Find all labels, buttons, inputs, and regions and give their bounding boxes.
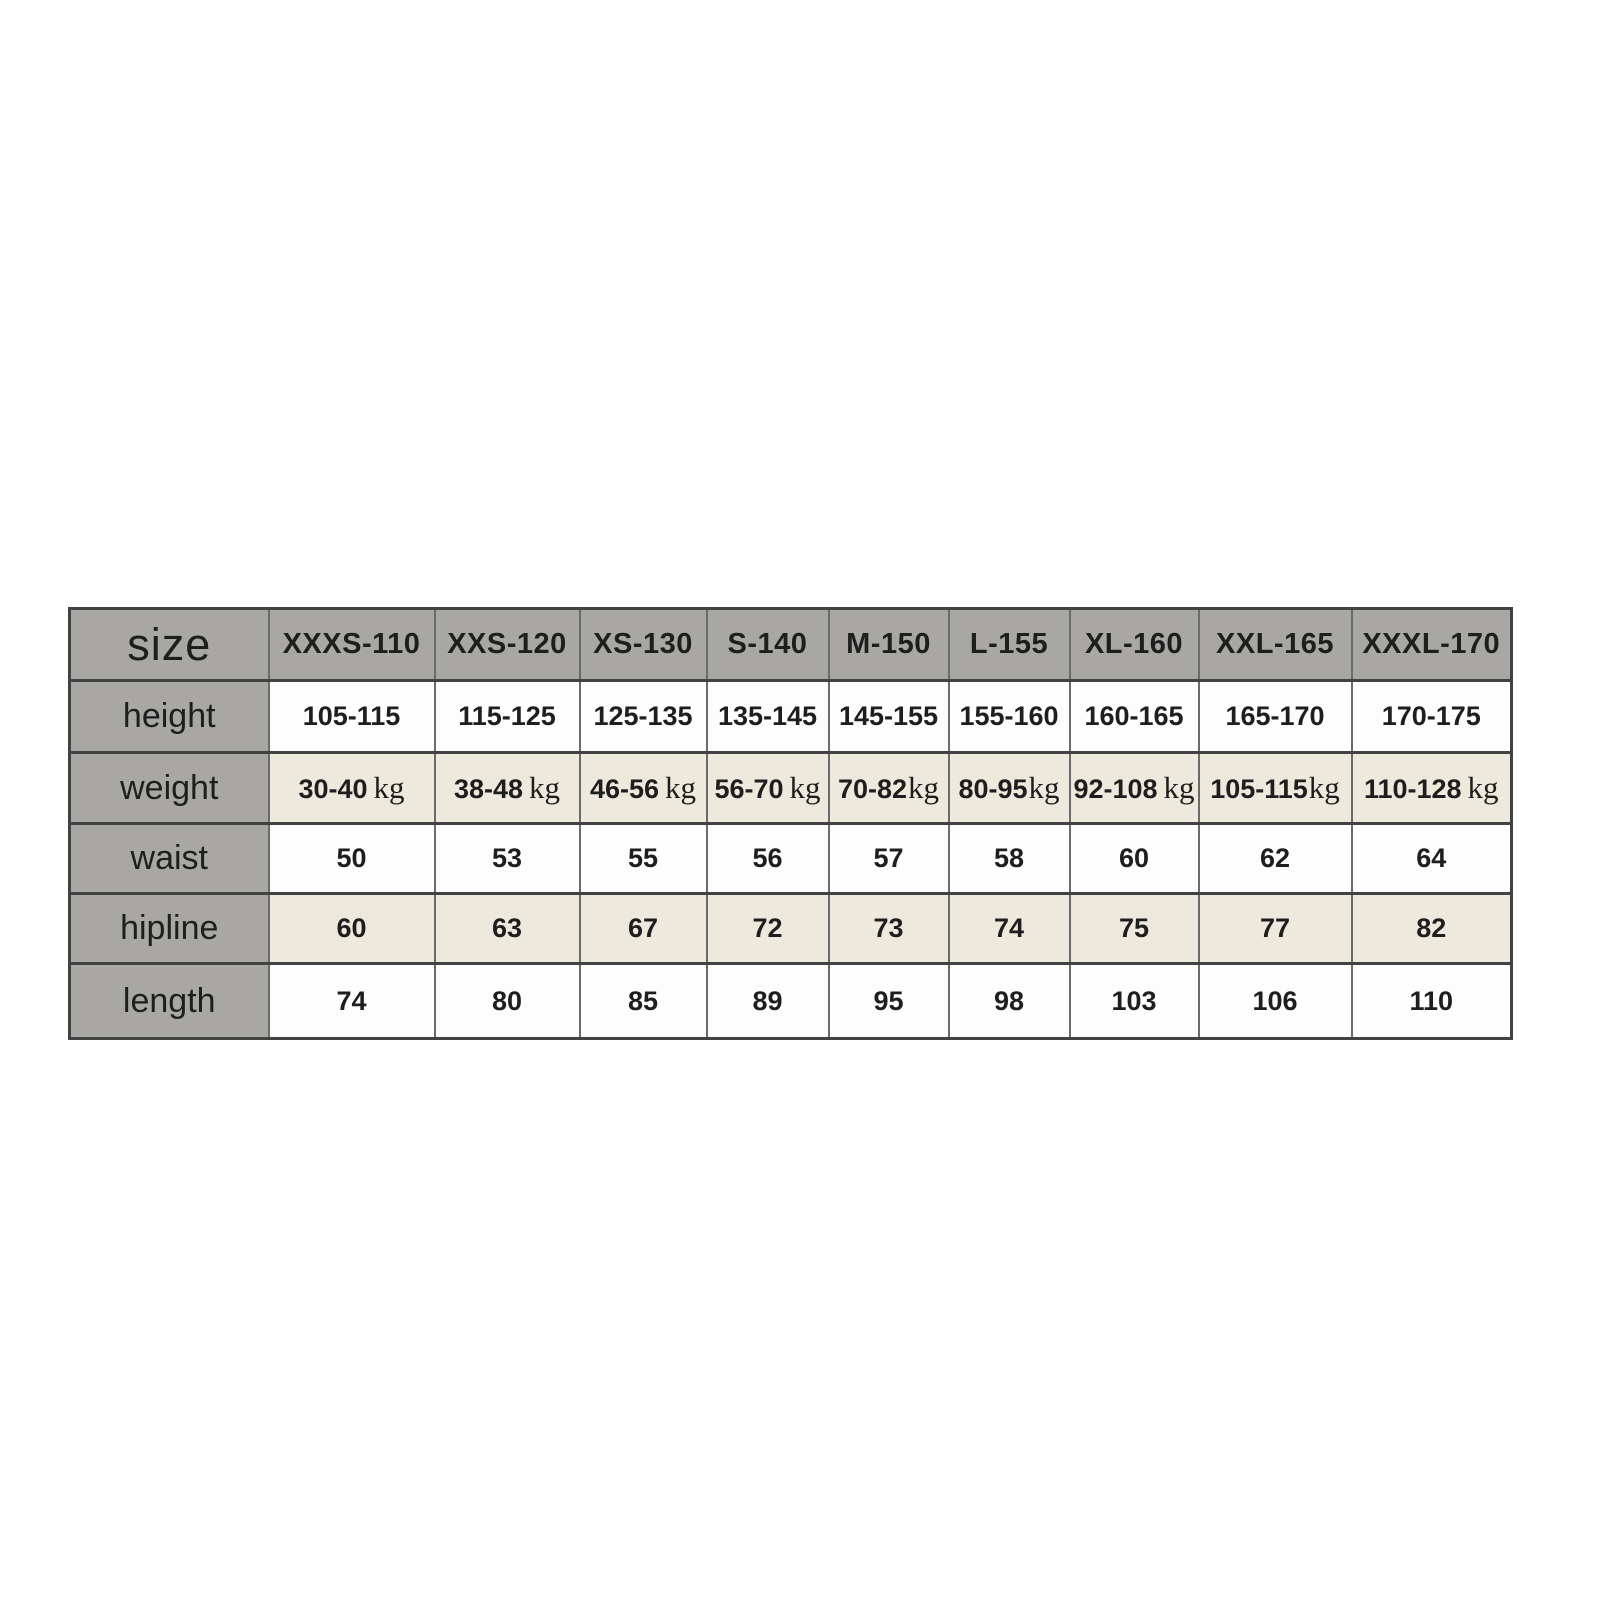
cell-height-xxxl-170: 170-175 (1350, 679, 1513, 754)
unit-kg: kg (529, 770, 561, 805)
table-row-waist: waist 50 53 55 56 57 58 60 62 64 (68, 822, 1513, 895)
table-row-height: height 105-115 115-125 125-135 135-145 145-15… (68, 679, 1513, 754)
cell-weight-xl-160: 92-108 kg (1068, 751, 1200, 825)
column-header-xxxs-110: XXXS-110 (267, 607, 436, 682)
column-header-xxl-165: XXL-165 (1197, 607, 1353, 682)
column-header-xl-160: XL-160 (1068, 607, 1200, 682)
unit-kg: kg (665, 770, 697, 805)
cell-height-xxl-165: 165-170 (1197, 679, 1353, 754)
table-row-weight: weight 30-40 kg 38-48 kg 46-56 kg 56-70 kg 70-82k… (68, 751, 1513, 825)
column-header-m-150: M-150 (827, 607, 950, 682)
cell-weight-xs-130: 46-56 kg (578, 751, 708, 825)
cell-length-xxxs-110: 74 (267, 962, 436, 1040)
cell-waist-xxs-120: 53 (433, 822, 581, 895)
cell-hipline-m-150: 73 (827, 892, 950, 965)
cell-length-xl-160: 103 (1068, 962, 1200, 1040)
unit-kg: kg (1308, 770, 1340, 805)
unit-kg: kg (1163, 770, 1195, 805)
cell-height-l-155: 155-160 (947, 679, 1071, 754)
cell-hipline-xl-160: 75 (1068, 892, 1200, 965)
row-label-weight: weight (68, 751, 270, 825)
cell-height-s-140: 135-145 (705, 679, 830, 754)
cell-weight-xxxl-170: 110-128 kg (1350, 751, 1513, 825)
size-chart-table: size XXXS-110 XXS-120 XS-130 S-140 M-150 L-15… (68, 607, 1513, 1040)
cell-height-xxs-120: 115-125 (433, 679, 581, 754)
cell-waist-xl-160: 60 (1068, 822, 1200, 895)
cell-weight-xxl-165: 105-115kg (1197, 751, 1353, 825)
cell-weight-m-150: 70-82kg (827, 751, 950, 825)
unit-kg: kg (789, 770, 821, 805)
cell-length-m-150: 95 (827, 962, 950, 1040)
cell-waist-l-155: 58 (947, 822, 1071, 895)
size-chart-body: height 105-115 115-125 125-135 135-145 145-15… (68, 679, 1513, 1040)
cell-hipline-xxl-165: 77 (1197, 892, 1353, 965)
unit-kg: kg (1028, 770, 1060, 805)
cell-length-xxxl-170: 110 (1350, 962, 1513, 1040)
column-header-xxxl-170: XXXL-170 (1350, 607, 1513, 682)
cell-waist-m-150: 57 (827, 822, 950, 895)
cell-hipline-xxxs-110: 60 (267, 892, 436, 965)
row-label-hipline: hipline (68, 892, 270, 965)
cell-weight-l-155: 80-95kg (947, 751, 1071, 825)
cell-height-xxxs-110: 105-115 (267, 679, 436, 754)
cell-hipline-xxs-120: 63 (433, 892, 581, 965)
cell-waist-xs-130: 55 (578, 822, 708, 895)
row-label-height: height (68, 679, 270, 754)
cell-height-xs-130: 125-135 (578, 679, 708, 754)
size-corner-label: size (68, 607, 270, 682)
table-row-hipline: hipline 60 63 67 72 73 74 75 77 82 (68, 892, 1513, 965)
cell-waist-xxl-165: 62 (1197, 822, 1353, 895)
cell-weight-s-140: 56-70 kg (705, 751, 830, 825)
cell-weight-xxxs-110: 30-40 kg (267, 751, 436, 825)
table-row-length: length 74 80 85 89 95 98 103 106 110 (68, 962, 1513, 1040)
unit-kg: kg (1467, 770, 1499, 805)
cell-height-xl-160: 160-165 (1068, 679, 1200, 754)
column-header-xxs-120: XXS-120 (433, 607, 581, 682)
cell-length-xxl-165: 106 (1197, 962, 1353, 1040)
cell-hipline-s-140: 72 (705, 892, 830, 965)
cell-waist-xxxl-170: 64 (1350, 822, 1513, 895)
row-label-waist: waist (68, 822, 270, 895)
cell-length-xs-130: 85 (578, 962, 708, 1040)
size-chart: size XXXS-110 XXS-120 XS-130 S-140 M-150 L-15… (68, 607, 1513, 1040)
unit-kg: kg (373, 770, 405, 805)
cell-length-l-155: 98 (947, 962, 1071, 1040)
cell-waist-xxxs-110: 50 (267, 822, 436, 895)
column-header-l-155: L-155 (947, 607, 1071, 682)
unit-kg: kg (908, 770, 940, 805)
cell-waist-s-140: 56 (705, 822, 830, 895)
cell-hipline-xxxl-170: 82 (1350, 892, 1513, 965)
cell-weight-xxs-120: 38-48 kg (433, 751, 581, 825)
size-chart-header-row: size XXXS-110 XXS-120 XS-130 S-140 M-150 L-15… (68, 607, 1513, 682)
cell-length-s-140: 89 (705, 962, 830, 1040)
cell-height-m-150: 145-155 (827, 679, 950, 754)
cell-length-xxs-120: 80 (433, 962, 581, 1040)
cell-hipline-xs-130: 67 (578, 892, 708, 965)
row-label-length: length (68, 962, 270, 1040)
column-header-s-140: S-140 (705, 607, 830, 682)
column-header-xs-130: XS-130 (578, 607, 708, 682)
cell-hipline-l-155: 74 (947, 892, 1071, 965)
